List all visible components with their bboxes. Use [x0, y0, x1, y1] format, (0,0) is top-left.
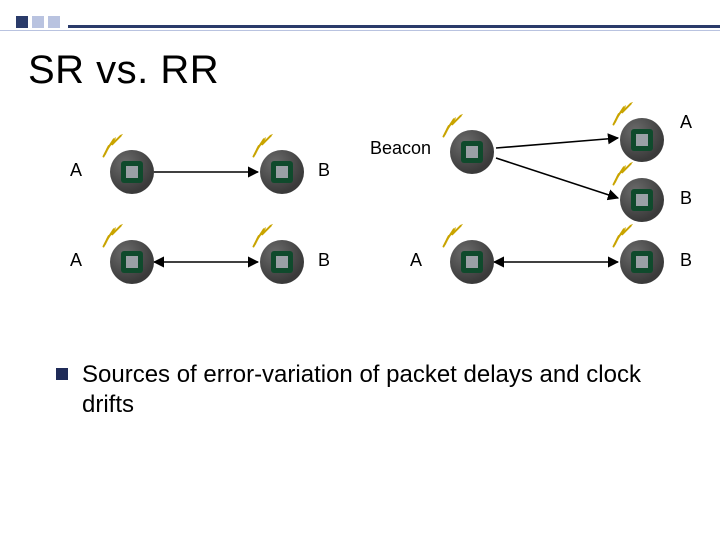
slide-title: SR vs. RR — [28, 48, 219, 93]
node-label: B — [680, 188, 692, 209]
accent-square — [16, 16, 28, 28]
node-label: B — [680, 250, 692, 271]
bullet-icon — [56, 368, 68, 380]
beacon-label: Beacon — [370, 138, 431, 159]
node-label: B — [318, 250, 330, 271]
accent-square — [32, 16, 44, 28]
arrow-line — [496, 158, 618, 198]
sensor-node — [110, 150, 154, 194]
node-label: A — [410, 250, 422, 271]
sensor-node — [620, 118, 664, 162]
sensor-node — [450, 130, 494, 174]
bullet-row: Sources of error-variation of packet del… — [56, 360, 680, 420]
sensor-node — [620, 178, 664, 222]
diagram-area: A B A B Beacon A B A B — [0, 110, 720, 320]
bullet-text: Sources of error-variation of packet del… — [82, 360, 680, 420]
arrow-line — [496, 138, 618, 148]
sensor-node — [620, 240, 664, 284]
node-label: A — [70, 160, 82, 181]
sensor-node — [260, 150, 304, 194]
slide-accent-bar — [0, 0, 720, 28]
sensor-node — [110, 240, 154, 284]
accent-square — [48, 16, 60, 28]
sensor-node — [260, 240, 304, 284]
accent-squares — [16, 16, 60, 28]
node-label: B — [318, 160, 330, 181]
accent-line — [68, 25, 720, 28]
sensor-node — [450, 240, 494, 284]
accent-line-thin — [0, 30, 720, 31]
node-label: A — [70, 250, 82, 271]
node-label: A — [680, 112, 692, 133]
connections-svg — [0, 110, 720, 320]
